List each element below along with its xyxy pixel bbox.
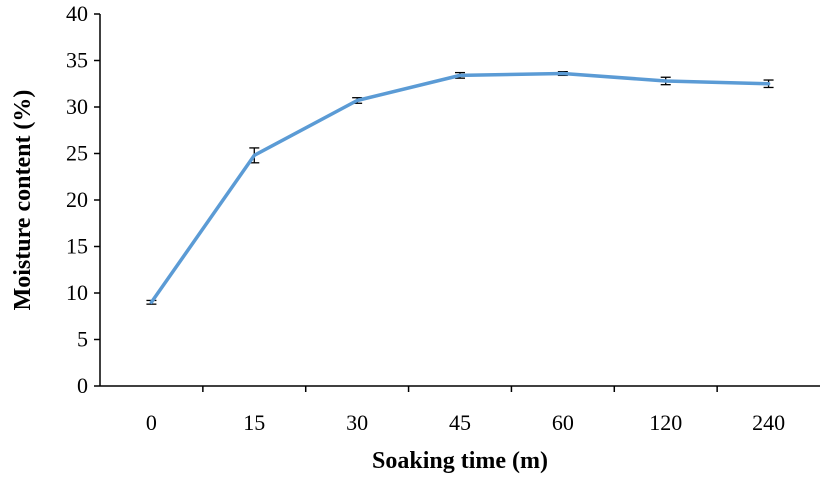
y-axis-title: Moisture content (%) (10, 90, 36, 311)
y-tick-label: 10 (66, 280, 88, 305)
y-tick-label: 40 (66, 1, 88, 26)
x-tick-label: 15 (243, 410, 265, 435)
x-tick-label: 240 (752, 410, 785, 435)
error-bars (146, 71, 774, 305)
x-axis-title: Soaking time (m) (372, 448, 548, 474)
axes (99, 14, 820, 387)
x-ticks: 0 15 30 45 60 120 240 (146, 386, 785, 435)
y-tick-label: 5 (77, 327, 88, 352)
x-tick-label: 30 (346, 410, 368, 435)
y-tick-label: 20 (66, 187, 88, 212)
series-line (149, 71, 771, 305)
y-tick-label: 15 (66, 234, 88, 259)
y-tick-label: 30 (66, 94, 88, 119)
y-tick-label: 25 (66, 141, 88, 166)
x-tick-label: 120 (649, 410, 682, 435)
x-tick-label: 45 (449, 410, 471, 435)
y-tick-label: 35 (66, 48, 88, 73)
y-ticks: 0 5 10 15 20 25 30 35 40 (66, 1, 100, 398)
y-tick-label: 0 (77, 373, 88, 398)
x-tick-label: 0 (146, 410, 157, 435)
x-tick-label: 60 (552, 410, 574, 435)
